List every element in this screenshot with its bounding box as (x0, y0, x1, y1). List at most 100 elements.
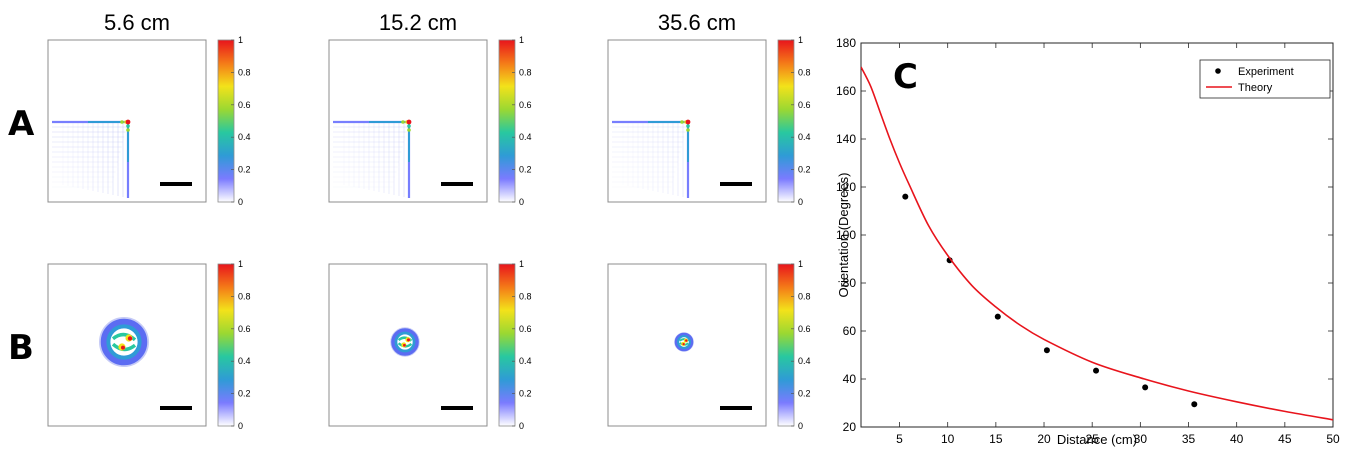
vortex-ring-inner (106, 324, 142, 360)
colorbar-tick-label: 0.6 (238, 100, 251, 110)
colorbar-tick-label: 0.2 (238, 389, 251, 399)
x-tick-label: 25 (1086, 432, 1100, 446)
colorbar-tick-label: 0.4 (519, 132, 532, 142)
legend-box (1199, 59, 1331, 99)
row-letter: A (8, 104, 35, 144)
colorbar-tick-label: 0.6 (798, 100, 811, 110)
colorbar-tick-label: 0.6 (238, 324, 251, 334)
colorbar-tick-label: 0 (519, 421, 524, 431)
vortex-ring (100, 318, 148, 366)
colorbar-tick-label: 1 (519, 259, 524, 269)
intensity-spot (120, 120, 124, 124)
colorbar-tick-label: 0 (519, 197, 524, 207)
colorbar-tick-label: 0.2 (798, 165, 811, 175)
x-tick-label: 45 (1278, 432, 1292, 446)
beam-panel: 1 0.8 0.6 0.4 0.2 0 (47, 35, 251, 207)
peak-spot (406, 119, 412, 125)
intensity-spot (126, 128, 130, 132)
vortex-peak (406, 338, 411, 342)
y-tick-label: 120 (836, 180, 856, 194)
beam-panel: 1 0.8 0.6 0.4 0.2 0 (607, 259, 811, 431)
colorbar-tick-label: 0.8 (519, 291, 532, 301)
beam-panel: 1 0.8 0.6 0.4 0.2 0 (607, 35, 811, 207)
colorbar-tick-label: 0.2 (798, 389, 811, 399)
x-tick-label: 50 (1326, 432, 1340, 446)
vortex-ring-inner (677, 335, 691, 349)
scale-bar (441, 406, 473, 410)
colorbar-tick-label: 0.8 (519, 67, 532, 77)
x-tick-label: 20 (1037, 432, 1051, 446)
data-point-experiment (946, 257, 953, 264)
colorbar-tick-label: 0 (238, 421, 243, 431)
series-line-theory (861, 66, 1333, 421)
vortex-peak (682, 342, 685, 346)
scale-bar (441, 182, 473, 186)
peak-spot (125, 119, 131, 125)
colorbar-tick-label: 0.2 (519, 389, 532, 399)
colorbar-tick-label: 0.8 (798, 67, 811, 77)
scale-bar (720, 182, 752, 186)
intensity-spot (686, 124, 690, 128)
y-tick-label: 140 (836, 132, 856, 146)
x-tick-label: 5 (896, 432, 903, 446)
intensity-spot (407, 128, 411, 132)
column-title: 15.2 cm (379, 10, 457, 35)
colorbar-tick-label: 1 (519, 35, 524, 45)
colorbar (777, 39, 795, 203)
column-title: 35.6 cm (658, 10, 736, 35)
colorbar-tick-label: 0.6 (519, 324, 532, 334)
beam-panel: 1 0.8 0.6 0.4 0.2 0 (47, 259, 251, 431)
panel-c: 5 10 15 20 25 30 35 40 45 50 20 40 60 80 100 120 140 160 1… (836, 36, 1340, 447)
y-tick-label: 60 (843, 324, 857, 338)
legend-label-theory: Theory (1238, 82, 1273, 94)
colorbar-tick-label: 0.4 (798, 356, 811, 366)
plot-area (860, 42, 1334, 428)
colorbar-tick-label: 1 (798, 35, 803, 45)
intensity-spot (407, 124, 411, 128)
y-tick-label: 160 (836, 84, 856, 98)
x-tick-label: 15 (989, 432, 1003, 446)
scale-bar (160, 182, 192, 186)
y-tick-label: 20 (843, 420, 857, 434)
colorbar-tick-label: 0.4 (519, 356, 532, 366)
colorbar-tick-label: 0 (798, 197, 803, 207)
intensity-spot (680, 120, 684, 124)
panel-letter: C (893, 57, 918, 97)
vortex-peak (403, 343, 406, 347)
vortex-ring (674, 332, 694, 352)
y-tick-label: 100 (836, 228, 856, 242)
intensity-spot (126, 124, 130, 128)
data-point-experiment (1191, 401, 1198, 408)
colorbar (498, 263, 516, 427)
colorbar (777, 263, 795, 427)
data-point-experiment (994, 313, 1001, 320)
colorbar-tick-label: 0 (238, 197, 243, 207)
row-letter: B (8, 328, 34, 368)
colorbar-tick-label: 1 (238, 259, 243, 269)
y-tick-label: 40 (843, 372, 857, 386)
colorbar-tick-label: 0 (798, 421, 803, 431)
colorbar (217, 39, 235, 203)
x-tick-label: 30 (1134, 432, 1148, 446)
colorbar-tick-label: 1 (798, 259, 803, 269)
column-title: 5.6 cm (104, 10, 170, 35)
colorbar-tick-label: 0.8 (798, 291, 811, 301)
colorbar-tick-label: 0.4 (238, 132, 251, 142)
data-point-experiment (902, 193, 909, 200)
vortex-swirl (111, 332, 137, 342)
colorbar-tick-label: 0.8 (238, 67, 251, 77)
vortex-ring (391, 328, 419, 356)
colorbar-tick-label: 0.8 (238, 291, 251, 301)
y-tick-label: 180 (836, 36, 856, 50)
x-tick-label: 35 (1182, 432, 1196, 446)
panels-a-b: 5.6 cm 15.2 cm 35.6 cm A B 1 0.8 0.6 0.4 0.2 0 1 0.8… (8, 10, 811, 431)
x-axis-label: Distance (cm) (1057, 432, 1137, 447)
scale-bar (720, 406, 752, 410)
beam-panel: 1 0.8 0.6 0.4 0.2 0 (328, 259, 532, 431)
colorbar-tick-label: 0.4 (798, 132, 811, 142)
data-point-experiment (1142, 384, 1149, 391)
x-tick-label: 40 (1230, 432, 1244, 446)
vortex-peak (121, 345, 125, 350)
colorbar-tick-label: 0.4 (238, 356, 251, 366)
